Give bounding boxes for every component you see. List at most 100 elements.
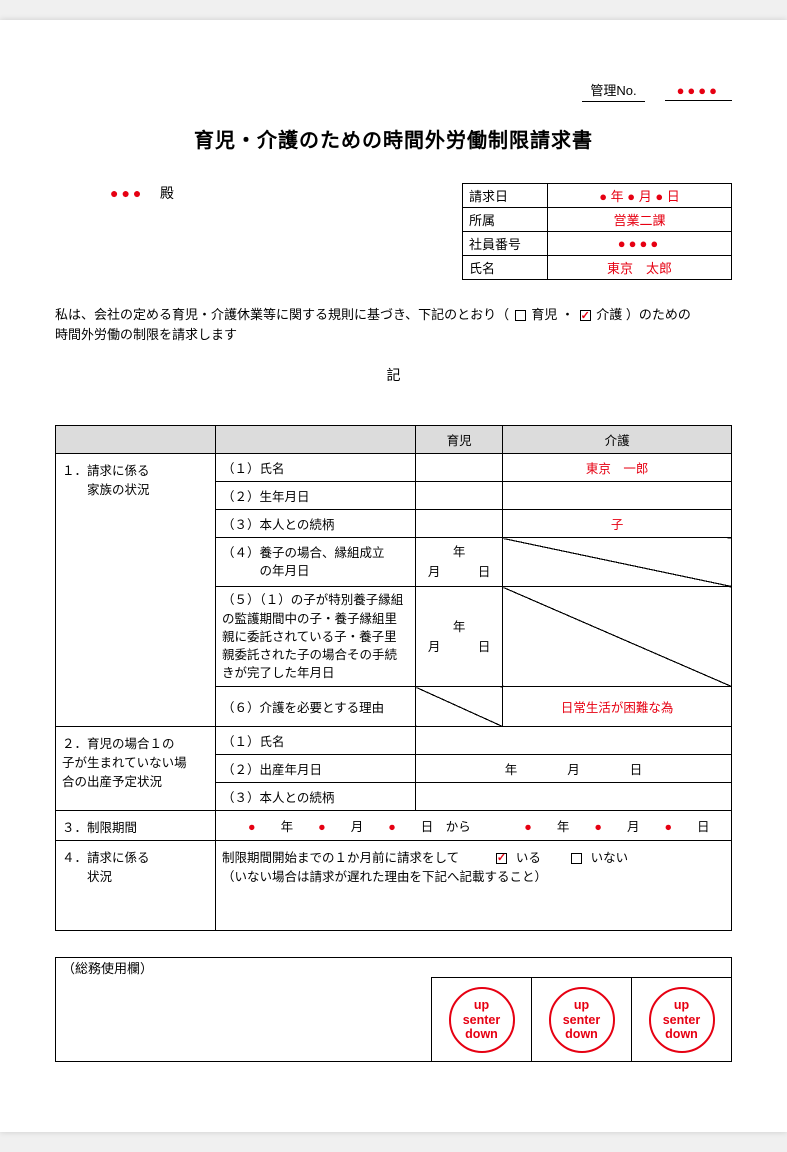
stamp-top: up	[574, 998, 589, 1012]
admin-label: （総務使用欄）	[56, 958, 731, 977]
period-to[interactable]: ● 年 ● 月 ● 日	[503, 811, 732, 841]
s1-r3-childcare[interactable]	[416, 510, 503, 538]
s1-r5-nursing-na	[503, 587, 732, 687]
section-1-title-a: １．請求に係る	[62, 464, 150, 478]
dept-value[interactable]: 営業二課	[548, 208, 732, 232]
s1-r1-nursing[interactable]: 東京 一郎	[503, 454, 732, 482]
s1-r6-nursing[interactable]: 日常生活が困難な為	[503, 687, 732, 727]
s4-text-a: 制限期間開始までの１か月前に請求をして	[222, 851, 459, 865]
s1-r4-childcare[interactable]: 年 月 日	[416, 538, 503, 587]
s1-r6-childcare-na	[416, 687, 503, 727]
section-1-title-b: 家族の状況	[62, 483, 150, 497]
header-blank-2	[216, 426, 416, 454]
s4-title-a: ４．請求に係る	[62, 851, 150, 865]
s1-r6-label: （６）介護を必要とする理由	[216, 687, 416, 727]
s2-r2-label: （２）出産年月日	[216, 755, 416, 783]
page: 管理No. ●●●● 育児・介護のための時間外労働制限請求書 ●●● 殿 請求日…	[0, 20, 787, 1132]
s1-r5-childcare[interactable]: 年 月 日	[416, 587, 503, 687]
stamp-cell-1[interactable]: up senter down	[431, 977, 531, 1061]
addressee: ●●● 殿	[55, 183, 174, 203]
addressee-suffix: 殿	[160, 185, 174, 201]
s1-r1-label: （１）氏名	[216, 454, 416, 482]
stamp-top: up	[674, 998, 689, 1012]
empno-value[interactable]: ●●●●	[548, 232, 732, 256]
management-no-label: 管理No.	[582, 80, 644, 102]
section-4-title: ４．請求に係る 状況	[56, 841, 216, 931]
request-info-table: 請求日 ● 年 ● 月 ● 日 所属 営業二課 社員番号 ●●●● 氏名 東京 …	[462, 183, 732, 280]
s2-r2-value[interactable]: 年 月 日	[416, 755, 732, 783]
section-4-content: 制限期間開始までの１か月前に請求をして いる いない （いない場合は請求が遅れた…	[216, 841, 732, 931]
section-3-title: ３．制限期間	[56, 811, 216, 841]
section-1-title: １．請求に係る 家族の状況	[56, 454, 216, 727]
stamp-bot: down	[465, 1027, 498, 1041]
stamp-cell-2[interactable]: up senter down	[531, 977, 631, 1061]
intro-line2: 時間外労働の制限を請求します	[55, 327, 237, 342]
intro-paragraph: 私は、会社の定める育児・介護休業等に関する規則に基づき、下記のとおり（ 育児 ・…	[55, 305, 732, 345]
period-from[interactable]: ● 年 ● 月 ● 日 から	[216, 811, 503, 841]
s2-r1-label: （１）氏名	[216, 727, 416, 755]
s1-r4-a: 年	[453, 545, 466, 559]
s1-r5-b: 月 日	[428, 640, 491, 654]
dept-label: 所属	[463, 208, 548, 232]
request-date-label: 請求日	[463, 184, 548, 208]
admin-use-box: （総務使用欄） up senter down up senter down up	[55, 957, 732, 1062]
ki-marker: 記	[55, 365, 732, 385]
s1-r5-a: 年	[453, 620, 466, 634]
s1-r1-childcare[interactable]	[416, 454, 503, 482]
s1-r3-label: （３）本人との続柄	[216, 510, 416, 538]
header-nursing: 介護	[503, 426, 732, 454]
s1-r4-label: （４）養子の場合、縁組成立 の年月日	[216, 538, 416, 587]
stamp-mid: senter	[663, 1013, 701, 1027]
s2-title-a: ２．育児の場合１の	[62, 737, 175, 751]
intro-text-a: 私は、会社の定める育児・介護休業等に関する規則に基づき、下記のとおり（	[55, 307, 513, 322]
stamps-row: up senter down up senter down up senter …	[56, 977, 731, 1061]
header-blank-1	[56, 426, 216, 454]
stamp-mid: senter	[463, 1013, 501, 1027]
childcare-checkbox[interactable]	[515, 310, 526, 321]
stamp-bot: down	[565, 1027, 598, 1041]
stamp-icon: up senter down	[449, 987, 515, 1053]
s1-r2-nursing[interactable]	[503, 482, 732, 510]
header-row: ●●● 殿 請求日 ● 年 ● 月 ● 日 所属 営業二課 社員番号 ●●●● …	[55, 183, 732, 280]
management-no-row: 管理No. ●●●●	[55, 80, 732, 102]
s1-r5-label: （５）（１）の子が特別養子縁組の監護期間中の子・養子縁組里親に委託されている子・…	[216, 587, 416, 687]
empno-label: 社員番号	[463, 232, 548, 256]
addressee-redacted: ●●●	[110, 185, 144, 201]
nursing-checkbox[interactable]	[580, 310, 591, 321]
management-no-value: ●●●●	[665, 83, 732, 101]
stamp-icon: up senter down	[649, 987, 715, 1053]
s4-yes-checkbox[interactable]	[496, 853, 507, 864]
s2-title-b: 子が生まれていない場	[62, 756, 187, 770]
nursing-label: 介護	[596, 307, 622, 322]
s4-no-label: いない	[591, 851, 629, 865]
section-2-title: ２．育児の場合１の 子が生まれていない場 合の出産予定状況	[56, 727, 216, 811]
s4-yes-label: いる	[516, 851, 541, 865]
name-value[interactable]: 東京 太郎	[548, 256, 732, 280]
stamp-mid: senter	[563, 1013, 601, 1027]
intro-text-b: ）のための	[626, 307, 691, 322]
s1-r4-label-b: の年月日	[222, 564, 310, 578]
stamp-cell-3[interactable]: up senter down	[631, 977, 731, 1061]
stamp-icon: up senter down	[549, 987, 615, 1053]
stamp-top: up	[474, 998, 489, 1012]
s2-r3-label: （３）本人との続柄	[216, 783, 416, 811]
s4-no-checkbox[interactable]	[571, 853, 582, 864]
s1-r3-nursing[interactable]: 子	[503, 510, 732, 538]
main-form-table: 育児 介護 １．請求に係る 家族の状況 （１）氏名 東京 一郎 （２）生年月日 …	[55, 425, 732, 931]
request-date-value[interactable]: ● 年 ● 月 ● 日	[548, 184, 732, 208]
name-label: 氏名	[463, 256, 548, 280]
s1-r4-label-a: （４）養子の場合、縁組成立	[222, 546, 385, 560]
s1-r4-b: 月 日	[428, 565, 491, 579]
stamp-bot: down	[665, 1027, 698, 1041]
s4-title-b: 状況	[62, 870, 112, 884]
s2-r1-value[interactable]	[416, 727, 732, 755]
s1-r2-childcare[interactable]	[416, 482, 503, 510]
s2-r3-value[interactable]	[416, 783, 732, 811]
s4-text-b: （いない場合は請求が遅れた理由を下記へ記載すること）	[222, 870, 547, 884]
s1-r2-label: （２）生年月日	[216, 482, 416, 510]
s1-r4-nursing-na	[503, 538, 732, 587]
header-childcare: 育児	[416, 426, 503, 454]
childcare-label: 育児	[531, 307, 557, 322]
document-title: 育児・介護のための時間外労働制限請求書	[55, 124, 732, 153]
s2-title-c: 合の出産予定状況	[62, 775, 162, 789]
